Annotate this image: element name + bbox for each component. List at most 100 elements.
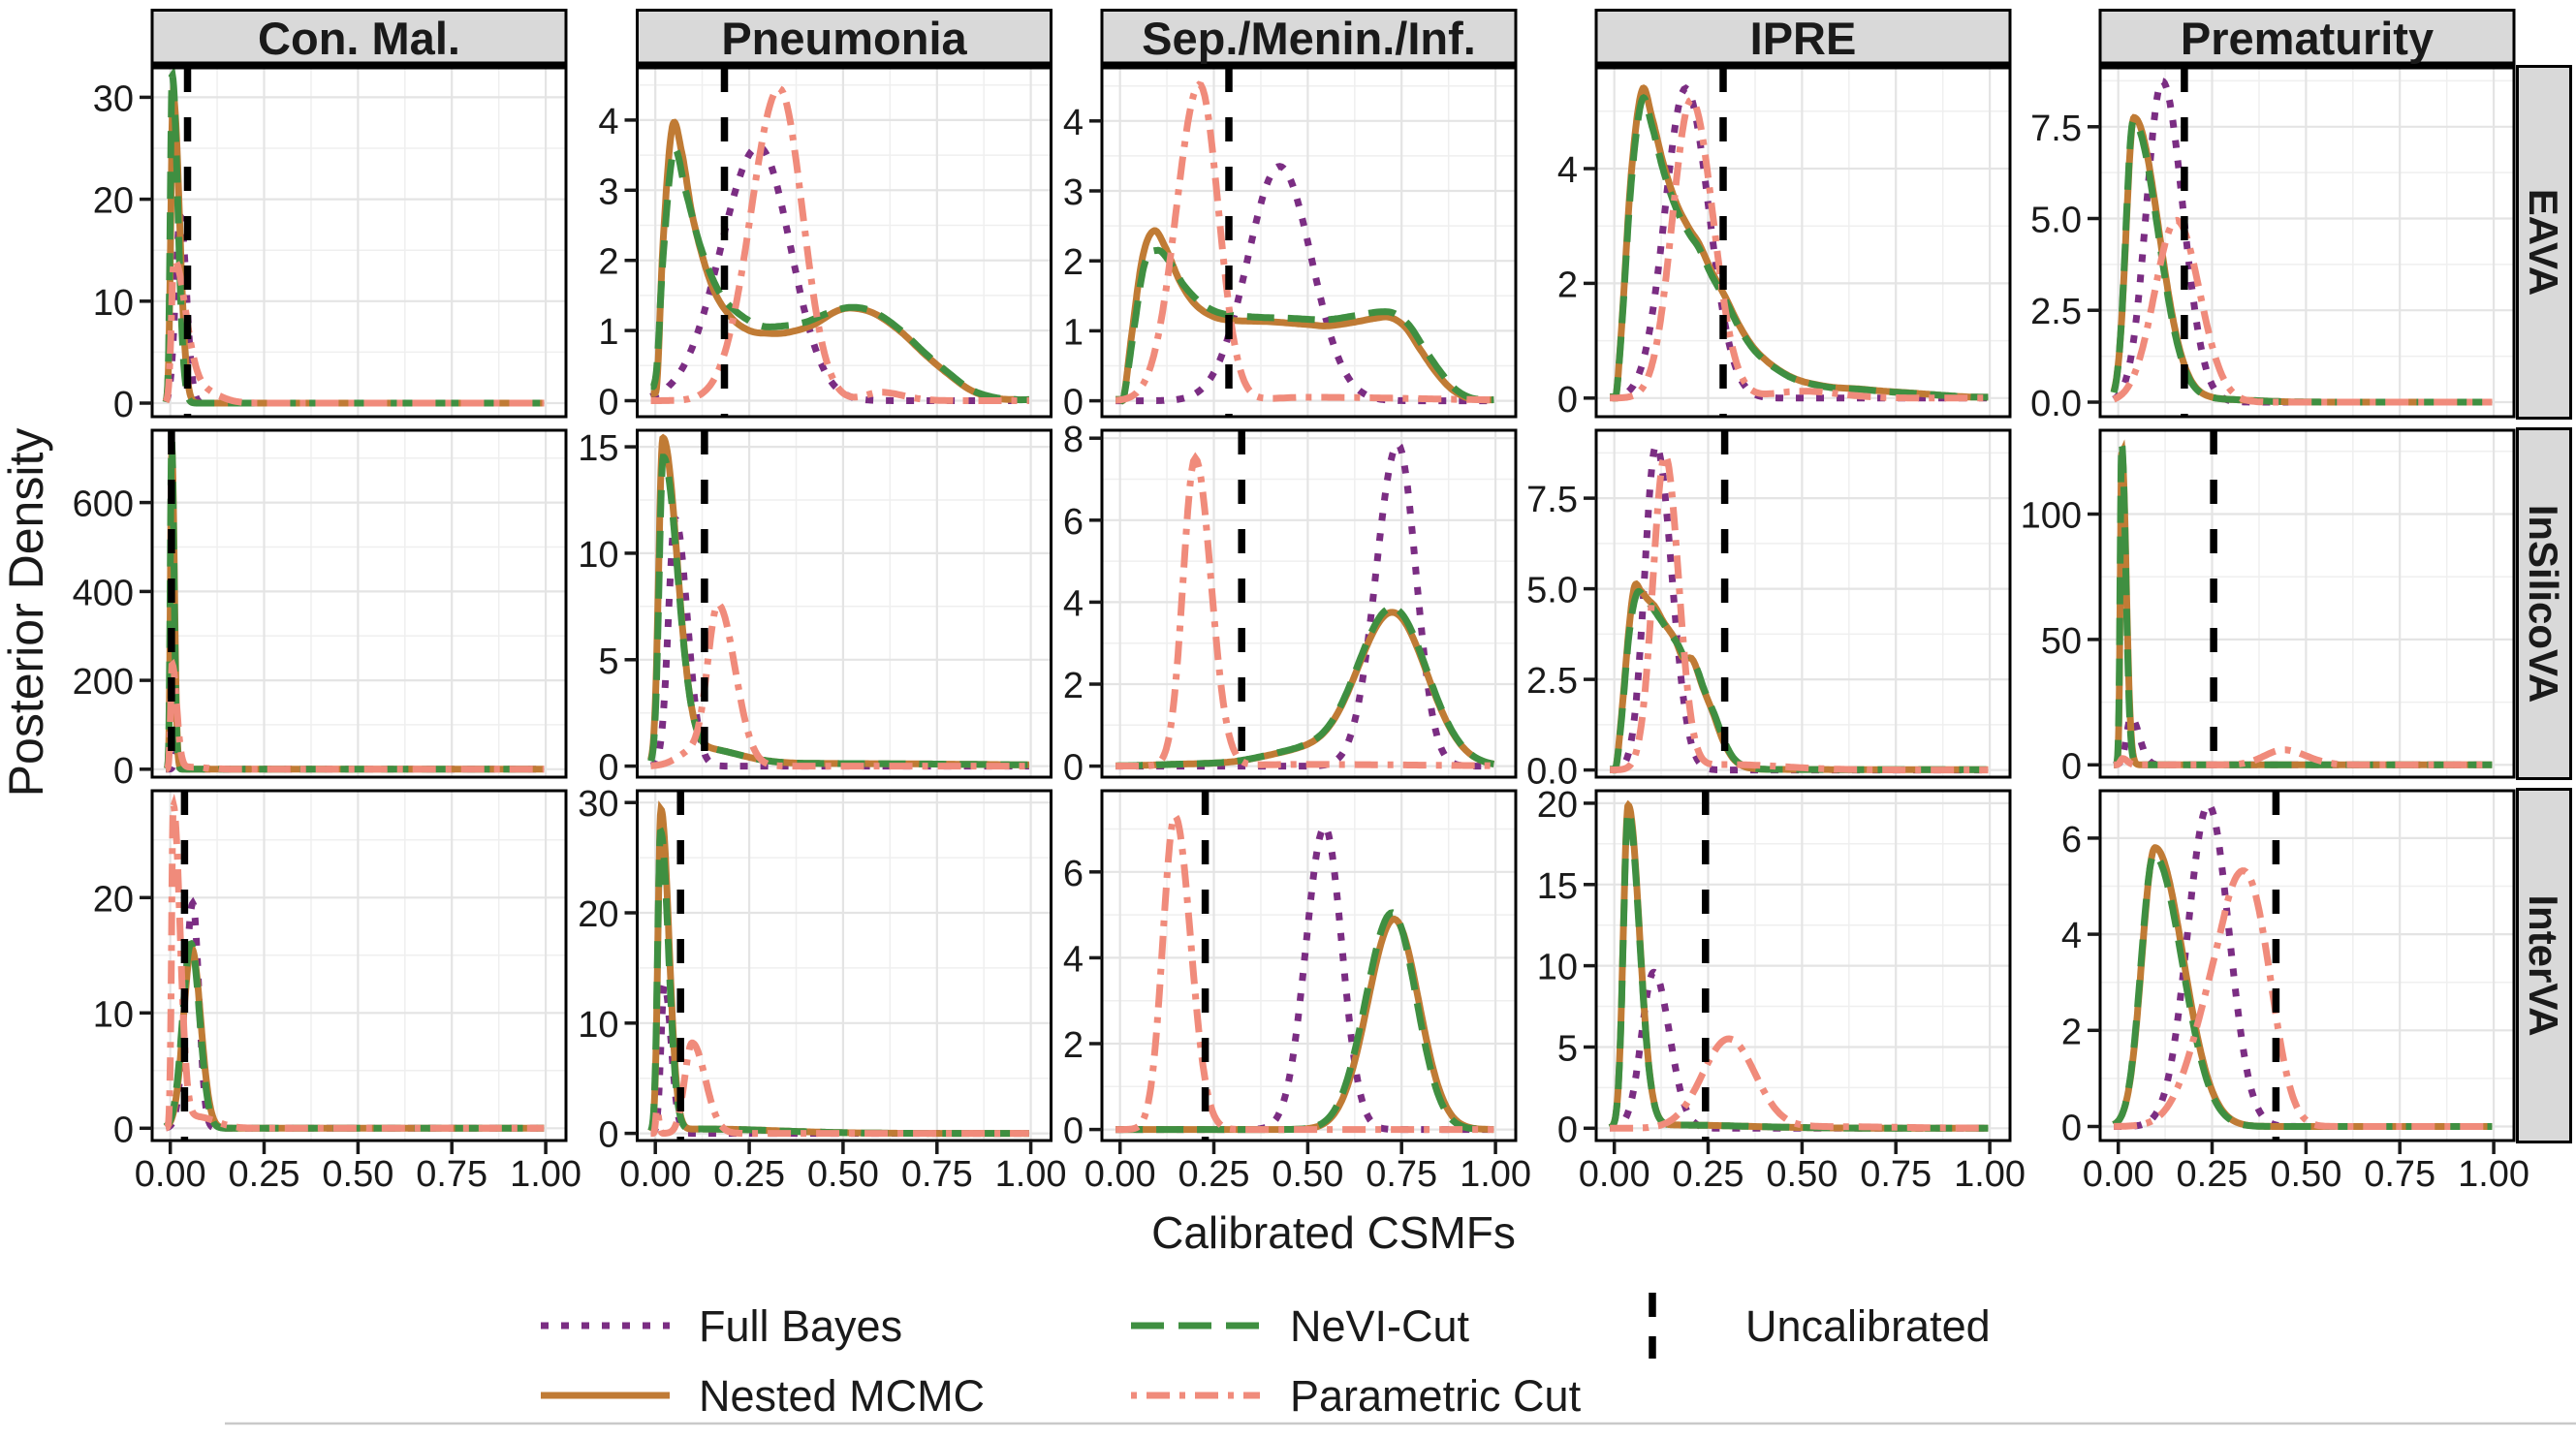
svg-text:2: 2: [1063, 666, 1084, 706]
svg-text:0: 0: [598, 383, 618, 423]
svg-text:Prematurity: Prematurity: [2181, 13, 2434, 64]
svg-text:0.00: 0.00: [1579, 1154, 1650, 1195]
svg-text:0.0: 0.0: [1526, 752, 1578, 793]
svg-text:1.00: 1.00: [510, 1154, 581, 1195]
svg-text:3: 3: [598, 172, 618, 212]
svg-text:5.0: 5.0: [2030, 201, 2082, 241]
svg-text:1: 1: [598, 312, 618, 353]
svg-text:400: 400: [73, 573, 134, 613]
svg-text:0.75: 0.75: [2364, 1154, 2435, 1195]
svg-text:30: 30: [93, 78, 134, 119]
svg-text:1.00: 1.00: [1460, 1154, 1531, 1195]
svg-text:2.5: 2.5: [1526, 661, 1578, 702]
svg-text:2: 2: [1557, 265, 1578, 305]
svg-text:InSilicoVA: InSilicoVA: [2521, 505, 2566, 704]
svg-text:0.50: 0.50: [1272, 1154, 1343, 1195]
svg-text:0: 0: [1063, 1111, 1084, 1152]
svg-text:50: 50: [2041, 621, 2082, 662]
svg-text:8: 8: [1063, 420, 1084, 460]
svg-text:4: 4: [598, 102, 618, 142]
svg-text:2.5: 2.5: [2030, 292, 2082, 332]
svg-text:0: 0: [1557, 380, 1578, 421]
svg-text:0.25: 0.25: [229, 1154, 300, 1195]
svg-text:5.0: 5.0: [1526, 571, 1578, 611]
svg-text:100: 100: [2021, 496, 2082, 537]
svg-text:0: 0: [2061, 746, 2082, 787]
svg-text:20: 20: [578, 894, 618, 935]
svg-text:20: 20: [93, 879, 134, 920]
svg-text:Sep./Menin./Inf.: Sep./Menin./Inf.: [1142, 13, 1476, 64]
svg-text:0: 0: [598, 748, 618, 789]
svg-text:2: 2: [2061, 1012, 2082, 1052]
svg-text:Uncalibrated: Uncalibrated: [1745, 1301, 1991, 1351]
svg-text:Posterior Density: Posterior Density: [0, 428, 53, 798]
svg-text:0: 0: [113, 385, 134, 425]
svg-text:0.50: 0.50: [2270, 1154, 2341, 1195]
svg-text:4: 4: [1063, 939, 1084, 980]
svg-text:2: 2: [1063, 1025, 1084, 1066]
svg-text:IPRE: IPRE: [1750, 13, 1857, 64]
svg-text:6: 6: [1063, 854, 1084, 894]
svg-text:30: 30: [578, 784, 618, 825]
svg-text:Parametric Cut: Parametric Cut: [1290, 1371, 1582, 1421]
svg-text:10: 10: [1537, 948, 1578, 988]
svg-text:Full Bayes: Full Bayes: [699, 1301, 902, 1351]
svg-text:5: 5: [1557, 1029, 1578, 1070]
svg-text:4: 4: [1063, 103, 1084, 143]
svg-text:NeVI-Cut: NeVI-Cut: [1290, 1301, 1470, 1351]
svg-text:6: 6: [2061, 820, 2082, 860]
svg-text:Nested MCMC: Nested MCMC: [699, 1371, 985, 1421]
svg-text:0.25: 0.25: [2177, 1154, 2248, 1195]
svg-text:4: 4: [2061, 916, 2082, 956]
svg-text:10: 10: [578, 1005, 618, 1046]
svg-text:7.5: 7.5: [2030, 109, 2082, 149]
svg-text:0.00: 0.00: [135, 1154, 206, 1195]
svg-text:7.5: 7.5: [1526, 480, 1578, 520]
svg-text:1: 1: [1063, 312, 1084, 353]
svg-text:0.00: 0.00: [619, 1154, 691, 1195]
svg-text:Pneumonia: Pneumonia: [721, 13, 967, 64]
svg-text:Con. Mal.: Con. Mal.: [258, 13, 460, 64]
svg-text:600: 600: [73, 485, 134, 525]
svg-text:2: 2: [598, 242, 618, 283]
svg-text:0: 0: [113, 751, 134, 792]
svg-text:EAVA: EAVA: [2521, 189, 2566, 296]
svg-text:0: 0: [598, 1115, 618, 1156]
svg-text:10: 10: [93, 994, 134, 1035]
svg-text:200: 200: [73, 662, 134, 703]
svg-text:0: 0: [2061, 1109, 2082, 1149]
svg-text:5: 5: [598, 641, 618, 682]
svg-text:0.25: 0.25: [1673, 1154, 1744, 1195]
svg-text:4: 4: [1063, 583, 1084, 624]
svg-text:15: 15: [578, 428, 618, 469]
svg-text:2: 2: [1063, 242, 1084, 283]
svg-text:0.25: 0.25: [713, 1154, 785, 1195]
svg-text:0: 0: [113, 1110, 134, 1150]
svg-text:15: 15: [1537, 866, 1578, 907]
svg-text:10: 10: [578, 535, 618, 576]
svg-text:1.00: 1.00: [1954, 1154, 2026, 1195]
svg-text:0: 0: [1063, 383, 1084, 423]
svg-text:0.75: 0.75: [416, 1154, 487, 1195]
svg-text:6: 6: [1063, 502, 1084, 543]
svg-text:1.00: 1.00: [2458, 1154, 2529, 1195]
svg-text:3: 3: [1063, 172, 1084, 213]
svg-text:1.00: 1.00: [995, 1154, 1067, 1195]
svg-text:Calibrated CSMFs: Calibrated CSMFs: [1151, 1207, 1516, 1258]
svg-text:0.50: 0.50: [322, 1154, 393, 1195]
svg-text:0: 0: [1063, 748, 1084, 789]
svg-text:0.50: 0.50: [807, 1154, 879, 1195]
svg-text:0.00: 0.00: [2083, 1154, 2154, 1195]
svg-text:0.25: 0.25: [1178, 1154, 1250, 1195]
svg-text:20: 20: [93, 181, 134, 222]
svg-text:0.75: 0.75: [1860, 1154, 1932, 1195]
svg-text:0.50: 0.50: [1766, 1154, 1838, 1195]
svg-text:0.75: 0.75: [901, 1154, 973, 1195]
svg-text:0.75: 0.75: [1366, 1154, 1437, 1195]
svg-text:20: 20: [1537, 785, 1578, 826]
svg-text:0.0: 0.0: [2030, 384, 2082, 424]
svg-text:0.00: 0.00: [1084, 1154, 1156, 1195]
svg-text:10: 10: [93, 283, 134, 324]
svg-text:4: 4: [1557, 150, 1578, 191]
svg-text:InterVA: InterVA: [2521, 894, 2566, 1036]
